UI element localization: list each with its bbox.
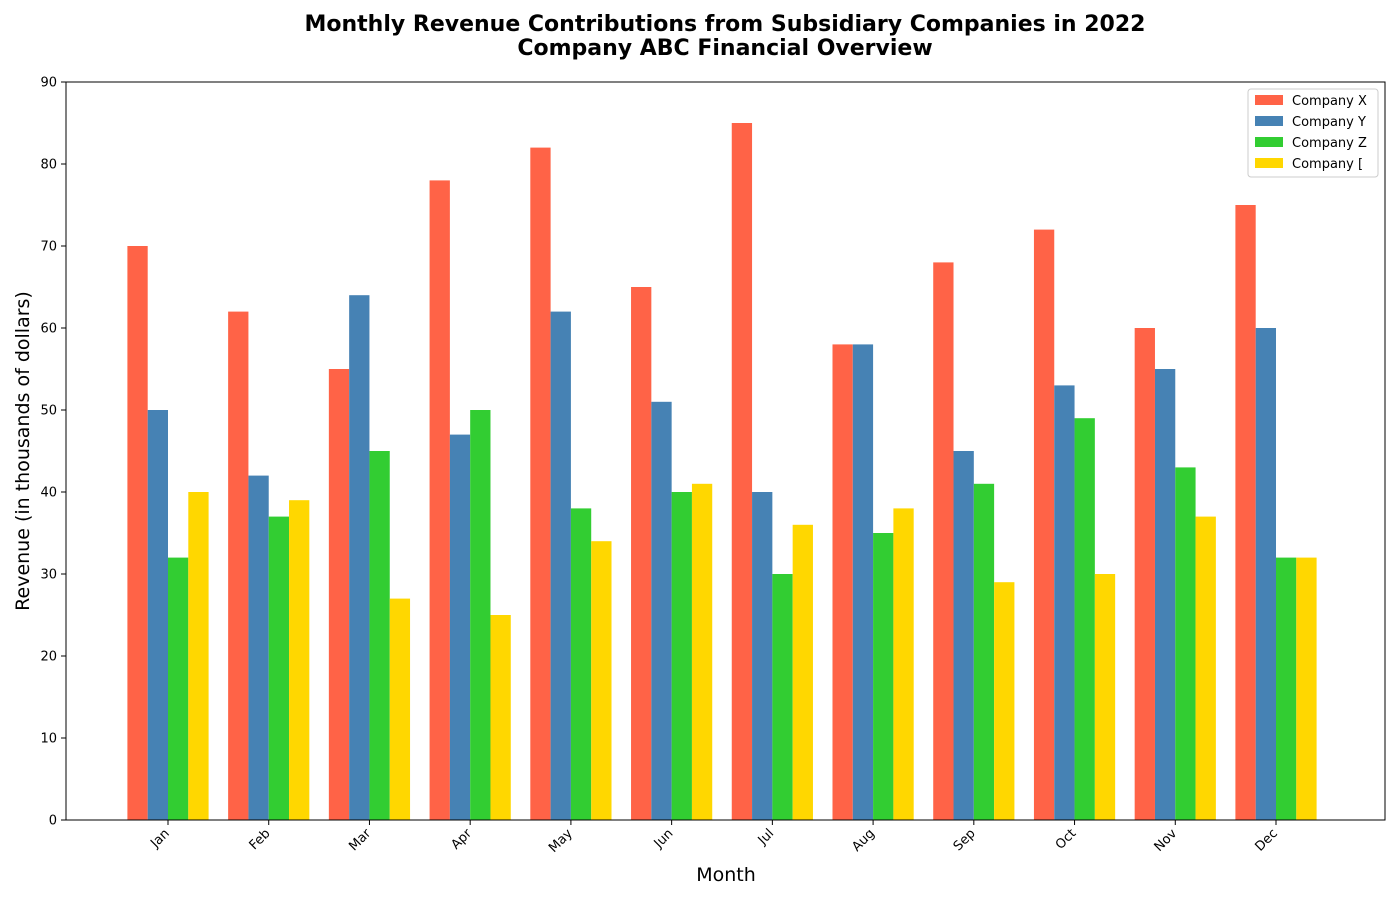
bar-company-mar <box>389 598 411 820</box>
bar-company-feb <box>289 500 310 820</box>
plot-frame <box>65 81 1386 821</box>
x-axis-label: Month <box>696 864 756 886</box>
bars-group <box>127 123 1317 821</box>
bar-company-x-may <box>530 147 551 821</box>
x-tick-label: Oct <box>1053 826 1080 853</box>
bar-company-z-feb <box>268 516 290 820</box>
legend-swatch <box>1255 158 1283 168</box>
y-axis-label: Revenue (in thousands of dollars) <box>12 291 34 611</box>
bar-company-y-aug <box>852 344 874 820</box>
legend-label: Company Y <box>1292 115 1366 130</box>
bar-company-x-jun <box>631 287 652 820</box>
x-tick-label: Feb <box>247 826 274 853</box>
y-tick-label: 40 <box>40 486 57 501</box>
bar-company-nov <box>1195 516 1216 820</box>
bar-company-z-jul <box>772 574 793 820</box>
x-tick-label: May <box>546 826 576 856</box>
legend-swatch <box>1255 137 1283 147</box>
bar-company-apr <box>490 615 511 820</box>
legend-label: Company [ <box>1292 157 1363 172</box>
bar-company-y-sep <box>953 451 974 820</box>
bar-company-z-aug <box>873 533 894 820</box>
chart-subtitle: Company ABC Financial Overview <box>517 36 932 61</box>
bar-company-y-jul <box>752 492 773 820</box>
y-axis: 0 10 20 30 40 50 60 70 80 90 <box>40 76 66 829</box>
x-tick-label: Sep <box>951 826 979 854</box>
bar-company-y-jun <box>651 401 672 820</box>
x-tick-label: Apr <box>448 826 475 853</box>
bar-company-x-oct <box>1033 229 1055 821</box>
bar-company-z-oct <box>1074 418 1095 820</box>
bar-company-oct <box>1094 574 1116 820</box>
bar-company-x-mar <box>328 369 350 820</box>
legend-swatch <box>1255 95 1283 105</box>
bar-company-y-mar <box>349 295 370 820</box>
bar-company-z-may <box>570 508 592 820</box>
bar-company-y-dec <box>1255 328 1276 820</box>
bar-company-z-jun <box>671 492 692 820</box>
bar-company-z-mar <box>369 451 390 820</box>
bar-company-jan <box>188 492 209 820</box>
bar-company-z-nov <box>1175 467 1196 820</box>
bar-company-y-nov <box>1154 369 1176 820</box>
bar-company-jun <box>691 483 713 820</box>
y-tick-label: 50 <box>40 404 57 419</box>
x-tick-label: Jan <box>147 826 172 851</box>
legend-label: Company Z <box>1292 136 1367 151</box>
bar-company-x-dec <box>1235 205 1256 820</box>
chart-title: Monthly Revenue Contributions from Subsi… <box>305 12 1146 37</box>
bar-company-x-sep <box>933 262 954 820</box>
bar-company-z-dec <box>1276 557 1297 820</box>
bar-company-x-feb <box>228 311 249 820</box>
bar-company-may <box>591 541 612 820</box>
bar-company-y-apr <box>449 434 471 820</box>
y-tick-label: 20 <box>40 650 57 665</box>
bar-company-z-sep <box>973 483 995 820</box>
y-tick-label: 80 <box>40 158 57 173</box>
x-tick-label: Jul <box>755 826 777 848</box>
bar-company-z-jan <box>168 557 189 820</box>
x-tick-label: Nov <box>1152 826 1181 855</box>
bar-company-sep <box>994 582 1015 820</box>
y-tick-label: 10 <box>40 732 57 747</box>
x-tick-label: Mar <box>346 826 374 854</box>
bar-company-y-jan <box>147 410 168 820</box>
bar-company-aug <box>893 508 914 820</box>
legend-swatch <box>1255 116 1283 126</box>
bar-company-y-may <box>550 311 571 820</box>
bar-company-y-oct <box>1054 385 1075 820</box>
y-tick-label: 70 <box>40 240 57 255</box>
bar-company-x-jan <box>127 246 148 820</box>
bar-company-dec <box>1296 557 1317 820</box>
y-tick-label: 0 <box>49 814 57 829</box>
y-tick-label: 30 <box>40 568 57 583</box>
y-tick-label: 60 <box>40 322 57 337</box>
x-tick-label: Jun <box>651 826 677 852</box>
legend-label: Company X <box>1292 94 1367 109</box>
bar-company-y-feb <box>248 475 269 820</box>
x-tick-label: Dec <box>1252 826 1280 854</box>
bar-company-x-aug <box>832 344 853 820</box>
x-axis: Jan Feb Mar Apr May Jun Jul Aug Sep Oct Nov Dec <box>147 820 1281 856</box>
bar-company-x-jul <box>731 123 753 820</box>
legend-box <box>1247 88 1379 178</box>
y-tick-label: 90 <box>40 76 57 91</box>
bar-company-x-nov <box>1134 328 1155 820</box>
bar-company-x-apr <box>429 180 450 820</box>
bar-company-z-apr <box>470 410 491 820</box>
bar-company-jul <box>792 524 813 820</box>
legend: Company X Company Y Company Z Company [ <box>1247 88 1379 178</box>
x-tick-label: Aug <box>849 826 878 855</box>
